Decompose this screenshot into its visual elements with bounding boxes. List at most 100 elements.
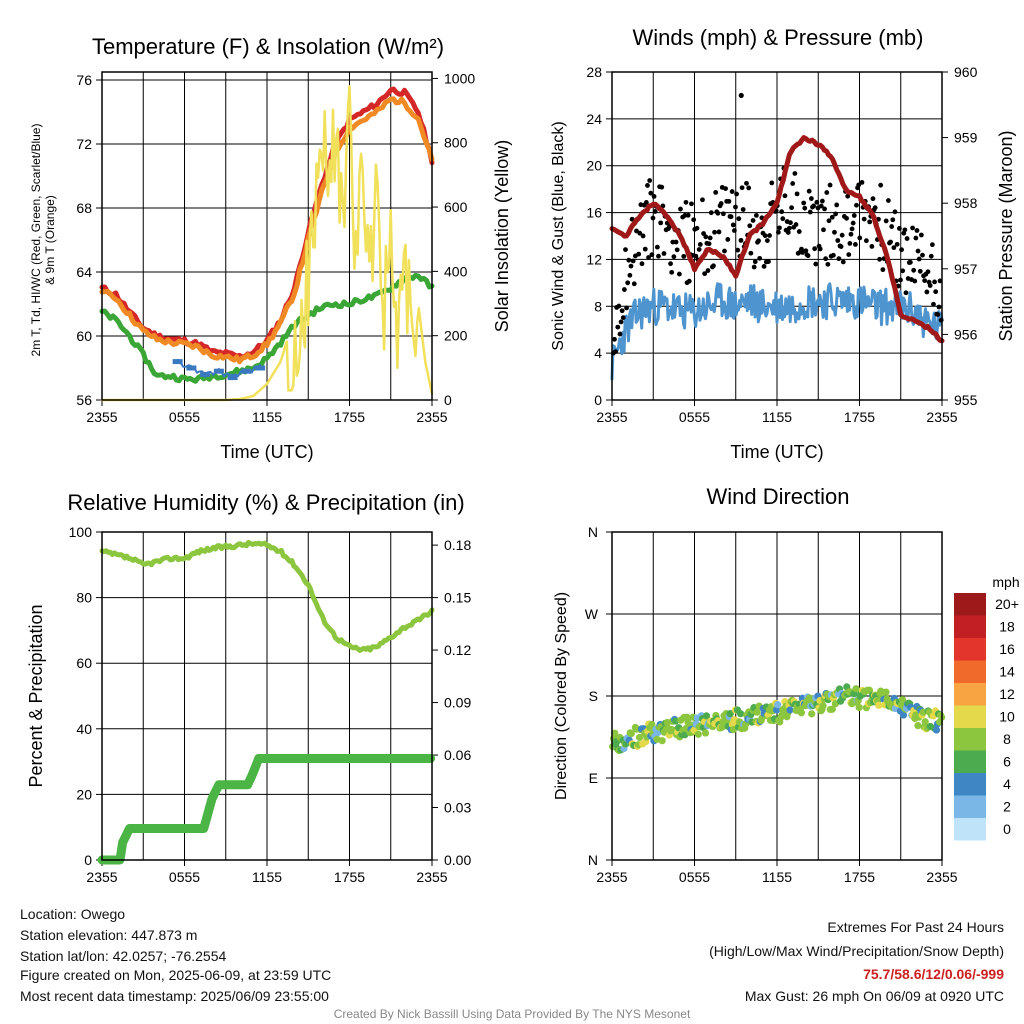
wind-gust-point-61 bbox=[678, 206, 683, 212]
wind-gust-point-217 bbox=[849, 226, 855, 232]
figure-created: Figure created on Mon, 2025-06-09, at 23… bbox=[20, 967, 332, 983]
wind-gust-point-273 bbox=[911, 267, 917, 273]
wind-gust-point-201 bbox=[832, 229, 837, 235]
wind-gust-point-230 bbox=[863, 238, 869, 244]
wind-gust-point-166 bbox=[793, 222, 799, 227]
wind-gust-point-96 bbox=[716, 229, 722, 235]
legend-label-1: 18 bbox=[999, 619, 1015, 635]
wind-gust-point-84 bbox=[703, 234, 709, 240]
wind-gust-point-159 bbox=[785, 230, 791, 235]
wind-gust-point-52 bbox=[668, 261, 673, 267]
wind-y2tick-label-0: 955 bbox=[954, 392, 978, 408]
dir-point-258 bbox=[875, 701, 883, 709]
wind-gust-point-250 bbox=[885, 198, 891, 203]
wind-gust-point-285 bbox=[924, 289, 930, 295]
wind-gust-point-34 bbox=[648, 190, 654, 196]
wind-gust-point-40 bbox=[654, 244, 660, 250]
wind-gust-point-180 bbox=[808, 196, 814, 201]
wind-y2tick-label-4: 959 bbox=[954, 130, 978, 146]
dir-xtick-label-0: 2355 bbox=[596, 869, 627, 885]
wind-gust-point-111 bbox=[733, 204, 738, 210]
wind-gust-point-261 bbox=[898, 277, 903, 283]
wind-gust-point-160 bbox=[786, 225, 792, 231]
wind-gust-point-221 bbox=[854, 202, 859, 208]
wind-gust-point-151 bbox=[777, 225, 782, 231]
wind-gust-point-274 bbox=[912, 278, 918, 284]
wind-gust-point-189 bbox=[818, 203, 824, 209]
wind-gust-point-254 bbox=[890, 217, 896, 223]
wind-gust-point-14 bbox=[626, 257, 632, 263]
dir-point-183 bbox=[797, 709, 806, 717]
wind-gust-point-30 bbox=[643, 200, 649, 205]
wind-gust-point-150 bbox=[775, 229, 781, 235]
wind-gust-point-58 bbox=[674, 247, 680, 253]
rh-xtick-label-0: 2355 bbox=[86, 869, 117, 885]
wind-gust-point-224 bbox=[857, 235, 863, 241]
legend-swatch-0 bbox=[954, 593, 986, 616]
wind-gust-point-81 bbox=[700, 197, 705, 203]
wind-ytick-label-5: 20 bbox=[586, 158, 602, 174]
wind-gust-point-35 bbox=[649, 252, 655, 258]
rh-y2tick-label-6: 0.18 bbox=[444, 537, 471, 553]
wind-gust-point-279 bbox=[917, 268, 923, 274]
wind-gust-point-220 bbox=[852, 242, 858, 247]
station-elevation: Station elevation: 447.873 m bbox=[20, 927, 198, 943]
temp-xtick-label-0: 2355 bbox=[86, 409, 117, 425]
temp-y2tick-label-0: 0 bbox=[444, 392, 452, 408]
dir-point-18 bbox=[627, 730, 635, 738]
dir-point-2 bbox=[611, 729, 619, 737]
dir-point-193 bbox=[808, 710, 816, 718]
wind-gust-point-243 bbox=[878, 182, 884, 188]
legend-label-2: 16 bbox=[999, 641, 1015, 657]
legend-label-5: 10 bbox=[999, 709, 1015, 725]
wind-gust-point-83 bbox=[702, 271, 708, 277]
wind-gust-point-296 bbox=[936, 304, 942, 310]
wind-gust-point-223 bbox=[856, 182, 862, 188]
wind-gust-point-277 bbox=[915, 248, 921, 254]
extremes-title: Extremes For Past 24 Hours bbox=[827, 919, 1004, 935]
rh-y-label: Percent & Precipitation bbox=[26, 604, 46, 787]
legend-swatch-10 bbox=[954, 818, 986, 841]
rh-y2tick-label-4: 0.12 bbox=[444, 642, 471, 658]
wind-gust-point-235 bbox=[869, 244, 875, 249]
wind-x-label: Time (UTC) bbox=[730, 442, 823, 462]
wind-gust-point-194 bbox=[824, 190, 830, 195]
wind-gust-point-2 bbox=[613, 349, 618, 354]
wind-gust-point-190 bbox=[819, 198, 825, 204]
dir-point-38 bbox=[648, 720, 656, 729]
temp-ytick-label-2: 64 bbox=[76, 264, 92, 280]
temp-ytick-label-5: 76 bbox=[76, 72, 92, 88]
temp-xtick-label-2: 1155 bbox=[252, 409, 282, 425]
wind-frame bbox=[611, 71, 943, 401]
wind-gust-point-263 bbox=[900, 268, 906, 274]
wind-gust-point-212 bbox=[844, 215, 849, 221]
temp-y-label-line2: & 9m T (Orange) bbox=[43, 195, 57, 285]
wind-gust-point-60 bbox=[676, 271, 682, 277]
wind-gust-point-32 bbox=[646, 255, 651, 260]
dir-point-159 bbox=[773, 706, 781, 714]
dir-point-160 bbox=[774, 701, 782, 709]
wind-gust-point-262 bbox=[899, 247, 904, 253]
temp-series-chill bbox=[176, 358, 262, 378]
wind-gust-point-107 bbox=[728, 214, 734, 220]
legend-swatch-4 bbox=[954, 683, 986, 706]
wind-ytick-label-3: 12 bbox=[586, 251, 602, 267]
wind-gust-point-29 bbox=[642, 246, 648, 252]
temp-series-t9m bbox=[99, 96, 435, 365]
legend-swatch-8 bbox=[954, 773, 986, 796]
wind-gust-point-215 bbox=[847, 240, 853, 246]
wind-y2tick-label-2: 957 bbox=[954, 261, 978, 277]
wind-gust-point-275 bbox=[913, 235, 919, 241]
credit-line: Created By Nick Bassill Using Data Provi… bbox=[333, 1007, 691, 1021]
wind-y-label: Sonic Wind & Gust (Blue, Black) bbox=[550, 121, 567, 350]
wind-ytick-label-7: 28 bbox=[586, 64, 602, 80]
wind-gust-point-13 bbox=[625, 280, 631, 286]
wind-gust-point-207 bbox=[838, 244, 844, 249]
wind-gust-point-116 bbox=[738, 237, 744, 243]
wind-gust-point-73 bbox=[691, 217, 697, 223]
dir-ytick-label-1: E bbox=[589, 770, 598, 786]
wind-gust-point-242 bbox=[877, 256, 882, 262]
temp-ytick-label-1: 60 bbox=[76, 328, 92, 344]
wind-gust-point-109 bbox=[730, 222, 736, 228]
